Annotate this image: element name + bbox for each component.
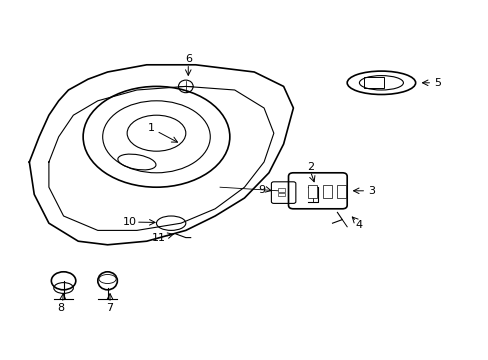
Text: 3: 3 <box>367 186 374 196</box>
Text: 2: 2 <box>306 162 313 172</box>
Bar <box>337 185 346 198</box>
Bar <box>364 77 383 88</box>
Text: 4: 4 <box>355 220 362 230</box>
Text: 5: 5 <box>433 78 440 88</box>
Text: 1: 1 <box>148 123 155 133</box>
Text: 7: 7 <box>106 303 113 313</box>
Bar <box>277 188 285 192</box>
Text: 10: 10 <box>122 217 136 227</box>
Text: 6: 6 <box>184 54 191 64</box>
Text: 9: 9 <box>258 185 264 195</box>
Ellipse shape <box>99 275 116 284</box>
Bar <box>277 193 285 196</box>
Bar <box>307 185 316 198</box>
Text: 11: 11 <box>152 233 165 243</box>
Bar <box>322 185 331 198</box>
Text: 8: 8 <box>58 303 64 313</box>
